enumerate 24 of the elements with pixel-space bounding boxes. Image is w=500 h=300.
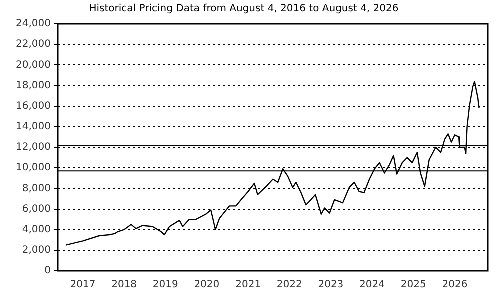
y-tick-label: 8,000	[22, 183, 51, 194]
x-tick-label: 2026	[442, 280, 468, 291]
y-tick-label: 10,000	[16, 162, 51, 174]
y-tick-label: 12,000	[16, 142, 51, 154]
y-tick-label: 14,000	[16, 122, 51, 133]
x-tick-label: 2020	[194, 280, 220, 291]
x-tick-label: 2023	[318, 280, 344, 291]
y-tick-label: 6,000	[22, 204, 51, 215]
x-tick-label: 2018	[112, 280, 138, 291]
y-tick-label: 0	[44, 266, 51, 277]
x-tick-label: 2017	[70, 280, 96, 291]
x-tick-label: 2025	[400, 280, 426, 291]
y-tick-label: 24,000	[16, 18, 51, 30]
y-tick-label: 20,000	[16, 60, 51, 71]
y-tick-label: 16,000	[16, 100, 51, 112]
chart-title: Historical Pricing Data from August 4, 2016 to August 4, 2026	[89, 4, 399, 15]
x-tick-label: 2022	[276, 280, 302, 291]
y-tick-label: 2,000	[22, 245, 51, 256]
x-tick-label: 2024	[360, 280, 385, 291]
x-tick-label: 2019	[152, 280, 178, 291]
y-tick-label: 22,000	[16, 39, 51, 50]
y-tick-label: 4,000	[22, 224, 51, 236]
y-tick-label: 18,000	[16, 80, 51, 92]
x-tick-label: 2021	[236, 280, 262, 291]
